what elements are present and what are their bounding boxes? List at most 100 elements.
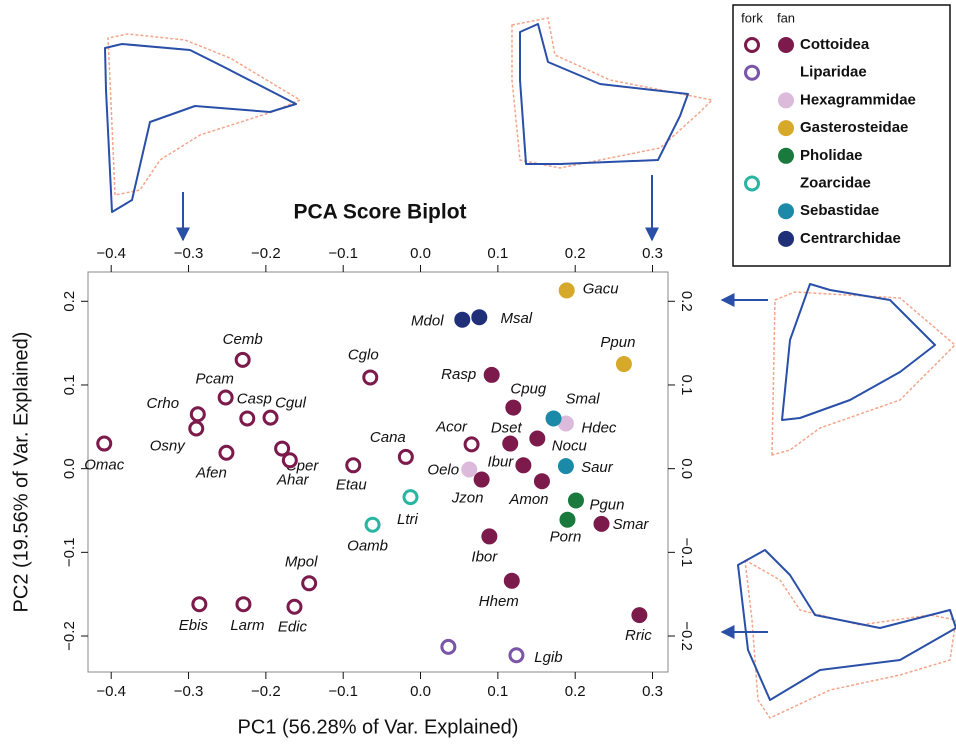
data-point bbox=[593, 516, 609, 532]
point-label: Ltri bbox=[397, 511, 419, 528]
fin-outline-pink bbox=[745, 560, 956, 718]
legend-marker bbox=[778, 37, 794, 53]
x-tick-label: 0.1 bbox=[487, 683, 508, 700]
x-tick-label: −0.3 bbox=[174, 683, 204, 700]
point-label: Smal bbox=[565, 390, 600, 407]
point-label: Ebis bbox=[179, 617, 209, 634]
y-tick-label: 0.0 bbox=[61, 458, 78, 479]
chart-title: PCA Score Biplot bbox=[293, 201, 466, 224]
point-label: Larm bbox=[230, 617, 264, 634]
point-label: Ibur bbox=[487, 453, 514, 470]
x-tick-label: 0.0 bbox=[410, 683, 431, 700]
x-tick-label: 0.3 bbox=[642, 245, 663, 262]
point-label: Etau bbox=[336, 476, 368, 493]
y-tick-label: −0.1 bbox=[678, 538, 695, 568]
y-tick-label: 0.2 bbox=[678, 291, 695, 312]
x-tick-label: −0.1 bbox=[328, 245, 358, 262]
legend-label: Zoarcidae bbox=[800, 174, 871, 191]
fin-outline-blue bbox=[738, 550, 956, 700]
legend-marker bbox=[778, 148, 794, 164]
legend-label: Centrarchidae bbox=[800, 230, 901, 247]
legend-header: fan bbox=[777, 10, 795, 25]
legend-header: fork bbox=[741, 10, 763, 25]
data-point bbox=[481, 528, 497, 544]
data-point bbox=[471, 309, 487, 325]
data-point bbox=[558, 458, 574, 474]
y-tick-label: 0.0 bbox=[678, 458, 695, 479]
data-point bbox=[191, 408, 204, 421]
data-point bbox=[631, 607, 647, 623]
data-point bbox=[193, 598, 206, 611]
data-point bbox=[504, 573, 520, 589]
point-label: Lgib bbox=[534, 649, 562, 666]
x-tick-label: −0.3 bbox=[174, 245, 204, 262]
data-point bbox=[347, 459, 360, 472]
data-point bbox=[474, 472, 490, 488]
data-point bbox=[399, 450, 412, 463]
point-label: Porn bbox=[550, 529, 582, 546]
x-tick-label: −0.4 bbox=[96, 683, 126, 700]
point-label: Saur bbox=[581, 459, 614, 476]
point-label: Hhem bbox=[479, 593, 519, 610]
data-point bbox=[529, 431, 545, 447]
y-tick-label: 0.1 bbox=[678, 375, 695, 396]
x-tick-label: 0.1 bbox=[487, 245, 508, 262]
x-tick-label: −0.2 bbox=[251, 245, 281, 262]
point-label: Osny bbox=[150, 437, 187, 454]
point-label: Amon bbox=[508, 491, 548, 508]
data-point bbox=[559, 282, 575, 298]
point-label: Cana bbox=[370, 429, 406, 446]
point-label: Pgun bbox=[589, 496, 624, 513]
y-tick-label: −0.1 bbox=[61, 538, 78, 568]
x-tick-label: 0.2 bbox=[565, 245, 586, 262]
point-label: Crho bbox=[147, 395, 180, 412]
data-point bbox=[510, 649, 523, 662]
legend-marker bbox=[746, 66, 759, 79]
data-point bbox=[559, 512, 575, 528]
y-tick-label: −0.2 bbox=[61, 621, 78, 651]
x-tick-label: −0.4 bbox=[96, 245, 126, 262]
point-label: Rasp bbox=[441, 366, 476, 383]
point-label: Smar bbox=[613, 516, 650, 533]
legend-label: Liparidae bbox=[800, 64, 867, 81]
x-tick-label: −0.1 bbox=[328, 683, 358, 700]
point-label: Cemb bbox=[223, 331, 263, 348]
point-label: Gacu bbox=[583, 280, 620, 297]
data-point bbox=[219, 391, 232, 404]
point-label: Afen bbox=[195, 465, 227, 482]
data-point bbox=[190, 422, 203, 435]
point-label: Cgul bbox=[275, 395, 307, 412]
legend-marker bbox=[778, 92, 794, 108]
data-point bbox=[237, 598, 250, 611]
data-point bbox=[515, 457, 531, 473]
data-point bbox=[283, 454, 296, 467]
data-point bbox=[505, 400, 521, 416]
point-label: Mpol bbox=[285, 553, 318, 570]
data-point bbox=[461, 461, 477, 477]
data-point bbox=[364, 371, 377, 384]
y-axis-label: PC2 (19.56% of Var. Explained) bbox=[10, 332, 32, 613]
data-point bbox=[502, 436, 518, 452]
x-tick-label: 0.3 bbox=[642, 683, 663, 700]
legend-label: Cottoidea bbox=[800, 36, 870, 53]
data-point bbox=[616, 356, 632, 372]
data-point bbox=[288, 600, 301, 613]
data-point bbox=[98, 437, 111, 450]
legend-label: Hexagrammidae bbox=[800, 91, 916, 108]
data-point bbox=[546, 410, 562, 426]
point-label: Pcam bbox=[195, 370, 233, 387]
fin-outline-blue bbox=[782, 284, 935, 420]
data-point bbox=[454, 312, 470, 328]
point-label: Edic bbox=[278, 619, 308, 636]
point-label: Hdec bbox=[581, 419, 617, 436]
y-tick-label: −0.2 bbox=[678, 621, 695, 651]
legend-marker bbox=[778, 231, 794, 247]
point-label: Casp bbox=[237, 390, 272, 407]
y-tick-label: 0.2 bbox=[61, 291, 78, 312]
point-label: Oelo bbox=[427, 461, 459, 478]
legend-label: Sebastidae bbox=[800, 202, 879, 219]
x-tick-label: 0.0 bbox=[410, 245, 431, 262]
data-point bbox=[366, 518, 379, 531]
x-tick-label: −0.2 bbox=[251, 683, 281, 700]
legend-marker bbox=[778, 203, 794, 219]
